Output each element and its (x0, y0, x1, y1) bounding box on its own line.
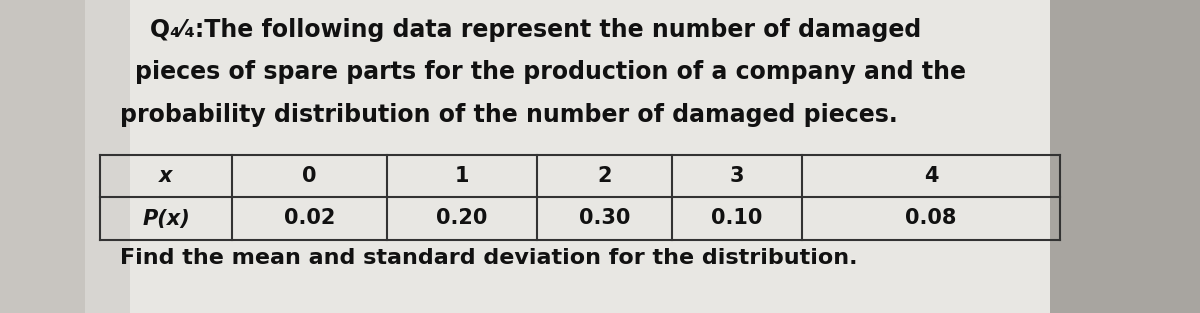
Text: 0.08: 0.08 (905, 208, 956, 228)
Text: 1: 1 (455, 166, 469, 186)
Bar (85, 0, 1055, 313)
Text: 4: 4 (924, 166, 938, 186)
Text: 3: 3 (730, 166, 744, 186)
Text: Q₄⁄₄:The following data represent the number of damaged: Q₄⁄₄:The following data represent the nu… (150, 18, 922, 42)
Text: 2: 2 (598, 166, 612, 186)
Text: pieces of spare parts for the production of a company and the: pieces of spare parts for the production… (134, 60, 966, 84)
Text: probability distribution of the number of damaged pieces.: probability distribution of the number o… (120, 103, 898, 127)
Text: P(x): P(x) (142, 208, 190, 228)
Bar (1050, 0, 1200, 313)
Text: Find the mean and standard deviation for the distribution.: Find the mean and standard deviation for… (120, 248, 858, 268)
Text: 0.10: 0.10 (712, 208, 763, 228)
Bar (0, 0, 130, 313)
Text: 0.20: 0.20 (437, 208, 487, 228)
Text: 0.30: 0.30 (578, 208, 630, 228)
Text: 0: 0 (302, 166, 317, 186)
Text: 0.02: 0.02 (284, 208, 335, 228)
Text: x: x (160, 166, 173, 186)
